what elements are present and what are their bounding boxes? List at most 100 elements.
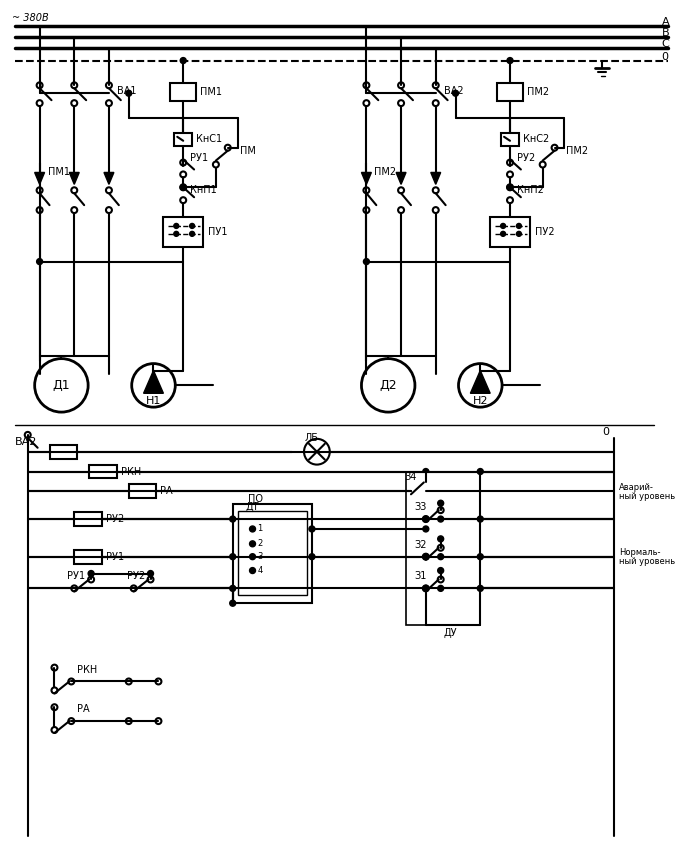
Text: С: С: [662, 39, 669, 49]
Bar: [128, 485, 157, 498]
Circle shape: [363, 187, 370, 193]
Circle shape: [423, 480, 429, 486]
Polygon shape: [69, 173, 79, 184]
Circle shape: [155, 718, 161, 724]
Text: ДУ: ДУ: [444, 628, 458, 638]
Bar: [233, 504, 312, 603]
Polygon shape: [361, 173, 372, 184]
Circle shape: [52, 727, 58, 733]
Circle shape: [477, 554, 483, 560]
Circle shape: [106, 82, 112, 88]
Circle shape: [438, 554, 444, 560]
Circle shape: [423, 469, 429, 475]
Circle shape: [229, 516, 236, 522]
Circle shape: [71, 207, 77, 213]
Text: 3: 3: [258, 552, 263, 561]
Bar: [406, 471, 480, 625]
Bar: [74, 512, 102, 526]
Circle shape: [249, 554, 256, 560]
Text: Н1: Н1: [146, 396, 161, 406]
Text: 0: 0: [602, 427, 609, 437]
Circle shape: [126, 91, 132, 96]
Text: В: В: [662, 28, 669, 38]
Text: КнП2: КнП2: [517, 185, 544, 195]
Text: 2: 2: [258, 539, 262, 548]
Text: ПМ1: ПМ1: [200, 87, 222, 97]
Circle shape: [180, 172, 186, 178]
Text: ВА1: ВА1: [117, 86, 136, 96]
Circle shape: [501, 231, 506, 236]
Circle shape: [25, 432, 31, 438]
Text: РУ2: РУ2: [517, 152, 535, 162]
Bar: [501, 133, 519, 146]
Circle shape: [423, 526, 429, 532]
Circle shape: [213, 162, 219, 168]
Text: КнП1: КнП1: [190, 185, 217, 195]
Bar: [164, 217, 203, 247]
Circle shape: [552, 145, 558, 151]
Circle shape: [180, 184, 186, 190]
Text: 1: 1: [258, 525, 262, 534]
Circle shape: [398, 82, 404, 88]
Circle shape: [398, 207, 404, 213]
Circle shape: [229, 585, 236, 591]
Circle shape: [423, 554, 429, 560]
Circle shape: [126, 678, 132, 684]
Circle shape: [36, 100, 43, 106]
Text: ный уровень: ный уровень: [619, 492, 675, 501]
Text: ПМ1: ПМ1: [47, 168, 69, 178]
Text: ПМ: ПМ: [240, 146, 256, 156]
Text: РА: РА: [161, 486, 173, 497]
Circle shape: [507, 172, 513, 178]
Circle shape: [34, 359, 88, 412]
Text: РА: РА: [77, 704, 90, 714]
Circle shape: [517, 231, 521, 236]
Circle shape: [438, 516, 444, 522]
Text: ПО: ПО: [247, 494, 262, 504]
Circle shape: [423, 554, 429, 560]
Text: ЛБ: ЛБ: [305, 433, 319, 442]
Text: З1: З1: [414, 572, 427, 581]
Text: ПУ2: ПУ2: [534, 227, 554, 237]
Bar: [89, 464, 117, 479]
Circle shape: [423, 516, 429, 522]
Text: КнС2: КнС2: [523, 134, 549, 144]
Circle shape: [229, 554, 236, 560]
Text: З3: З3: [414, 503, 427, 512]
Polygon shape: [104, 173, 114, 184]
Circle shape: [501, 223, 506, 228]
Circle shape: [174, 223, 179, 228]
Circle shape: [249, 541, 256, 547]
Text: РКН: РКН: [77, 665, 98, 674]
Text: ДТ: ДТ: [245, 503, 259, 512]
Text: 0: 0: [662, 52, 668, 62]
Circle shape: [517, 223, 521, 228]
Circle shape: [363, 207, 370, 213]
Text: Д1: Д1: [53, 379, 70, 392]
Circle shape: [507, 184, 513, 190]
Circle shape: [190, 223, 194, 228]
Circle shape: [52, 688, 58, 694]
Text: ПУ1: ПУ1: [208, 227, 227, 237]
Circle shape: [106, 207, 112, 213]
Circle shape: [433, 82, 439, 88]
Circle shape: [423, 516, 429, 522]
Polygon shape: [396, 173, 406, 184]
Circle shape: [309, 554, 315, 560]
Circle shape: [507, 160, 513, 166]
Circle shape: [180, 58, 186, 63]
Text: ПМ2: ПМ2: [374, 168, 396, 178]
Circle shape: [433, 187, 439, 193]
Circle shape: [304, 439, 330, 464]
Circle shape: [309, 526, 315, 532]
Circle shape: [52, 665, 58, 671]
Text: ПМ2: ПМ2: [567, 146, 589, 156]
Circle shape: [36, 82, 43, 88]
Circle shape: [398, 100, 404, 106]
Circle shape: [71, 82, 77, 88]
Circle shape: [148, 570, 153, 576]
Circle shape: [131, 585, 137, 591]
Circle shape: [106, 187, 112, 193]
Text: РУ2: РУ2: [127, 572, 145, 581]
Bar: [174, 133, 192, 146]
